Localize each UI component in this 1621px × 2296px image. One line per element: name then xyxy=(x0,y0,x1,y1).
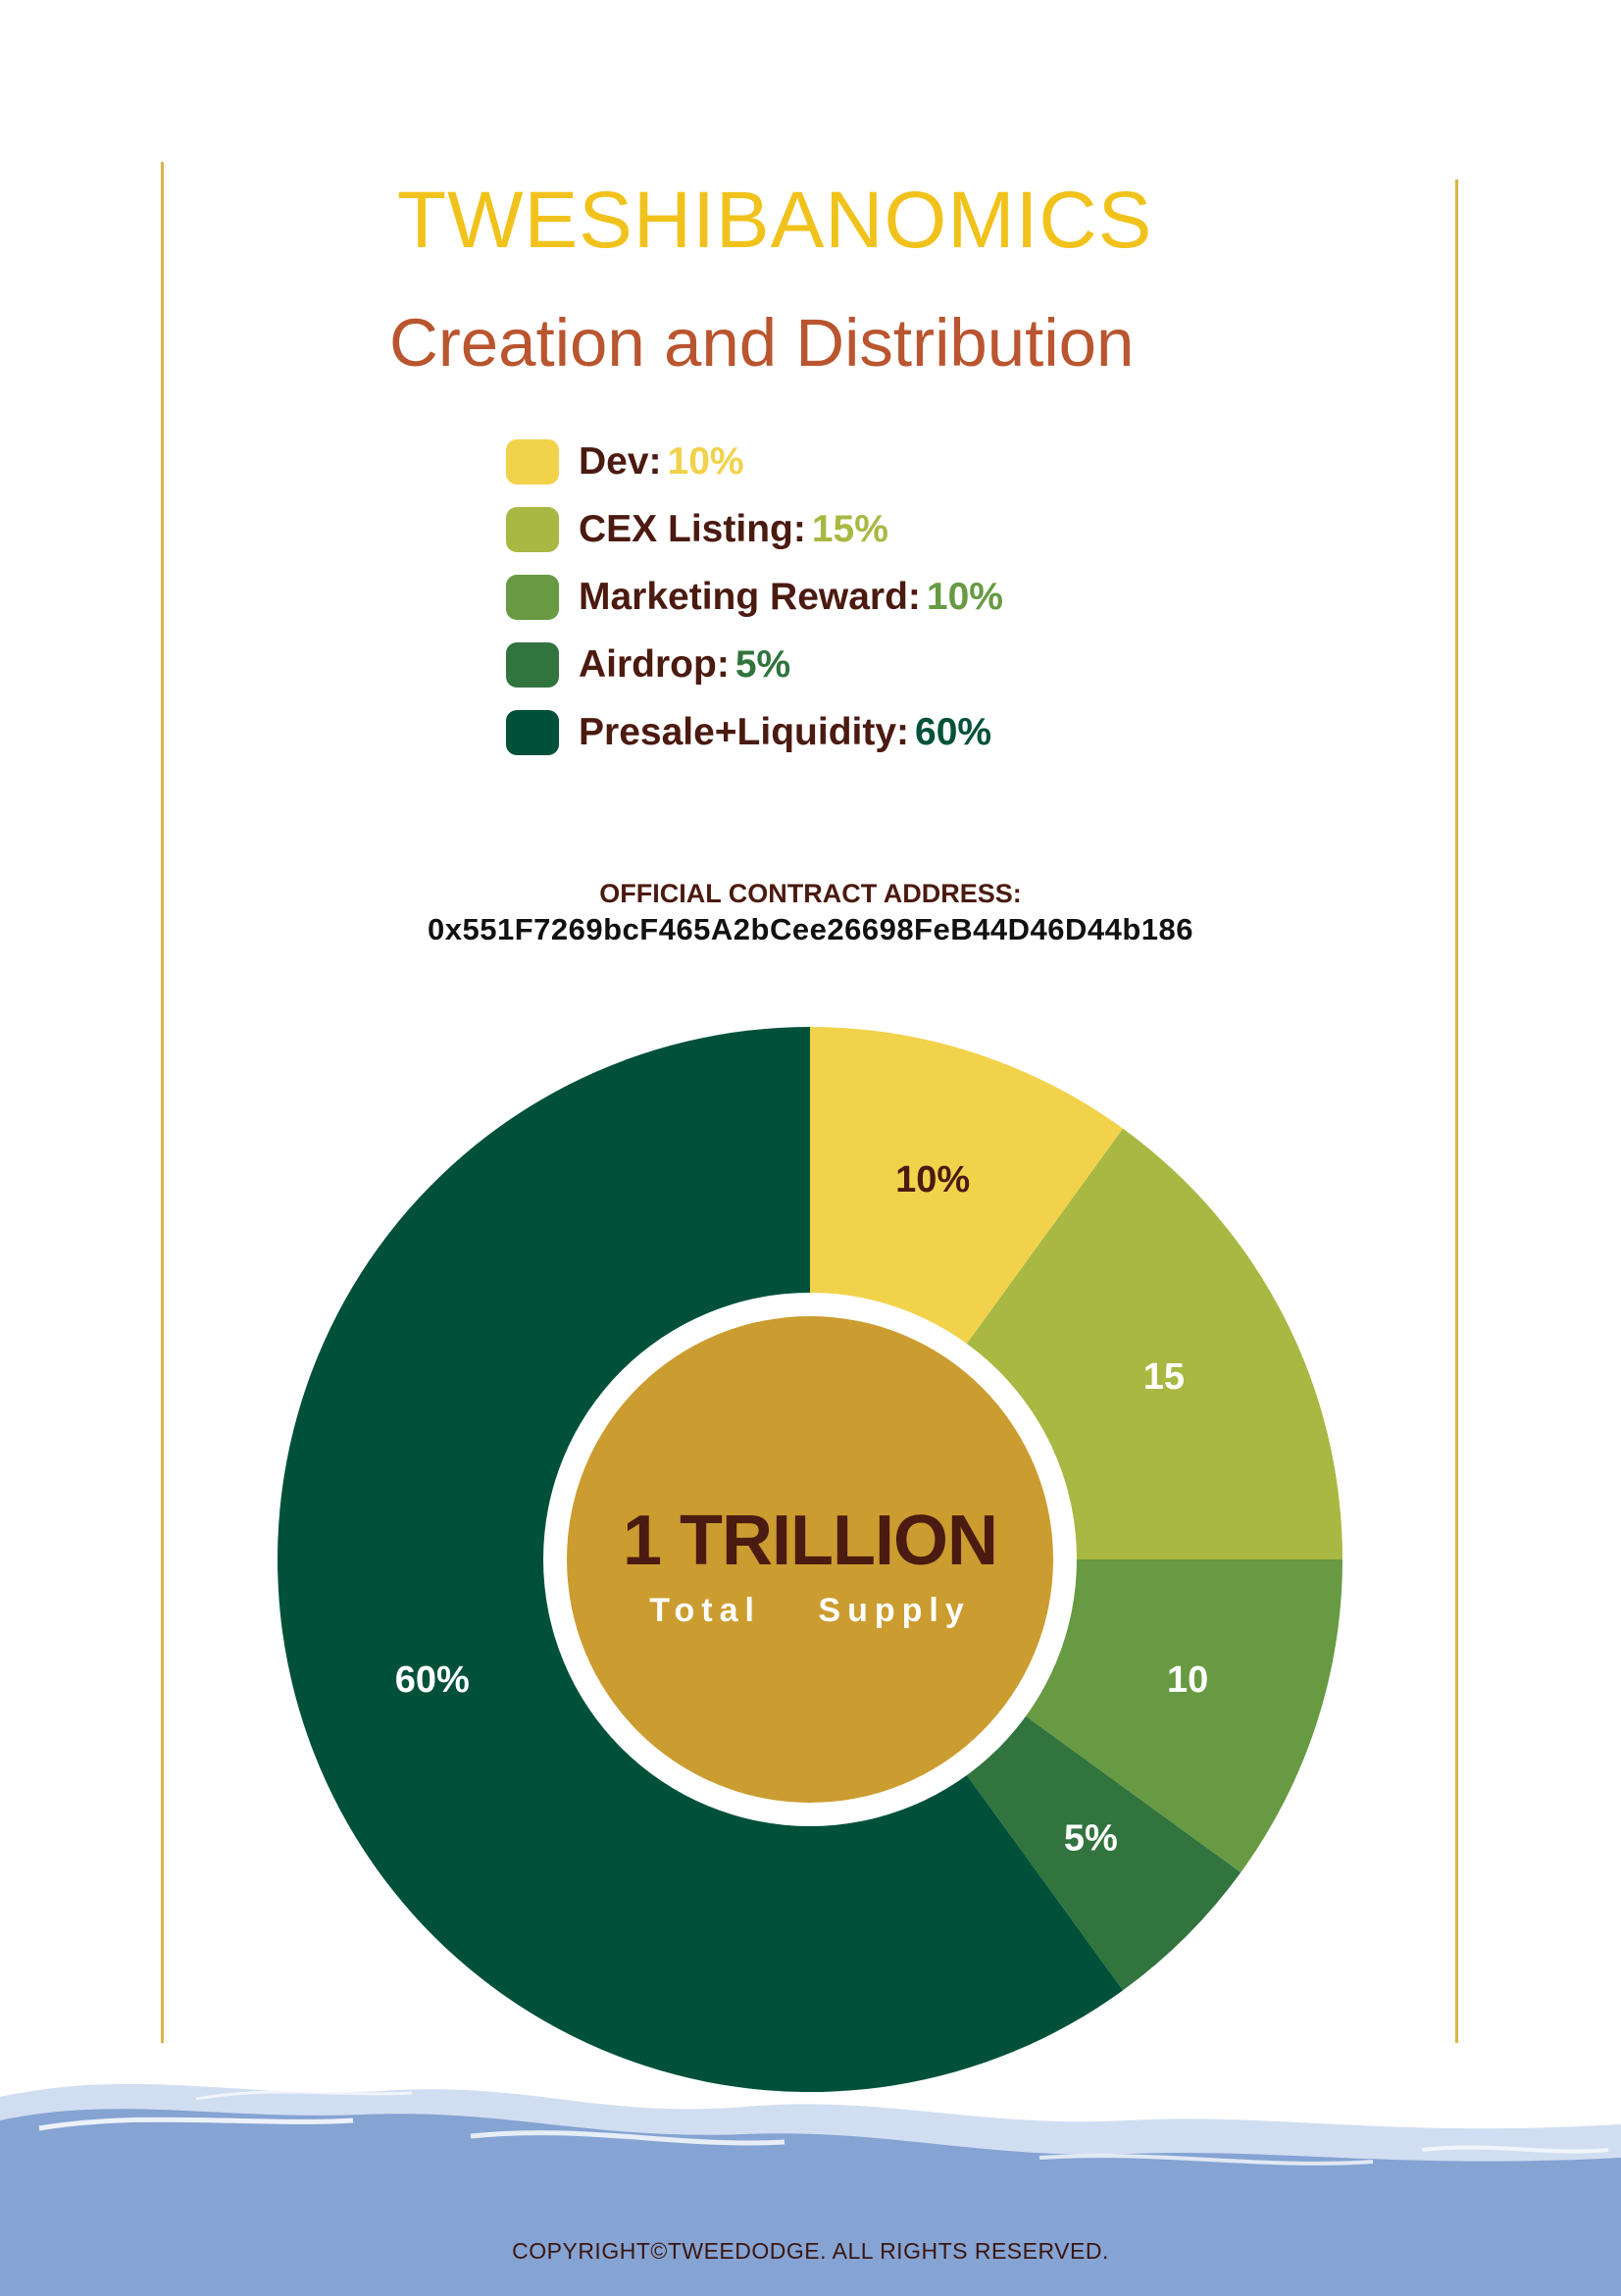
legend-swatch-marketing-reward xyxy=(506,574,559,620)
total-supply-badge xyxy=(567,1316,1053,1803)
contract-address-value[interactable]: 0x551F7269bcF465A2bCee26698FeB44D46D44b1… xyxy=(427,912,1193,946)
legend-swatch-dev xyxy=(506,438,559,485)
legend-item-cex-listing: CEX Listing: 15% xyxy=(506,495,1003,563)
total-supply-caption: Total Supply xyxy=(649,1592,971,1629)
legend-value-marketing-reward: 10% xyxy=(926,575,1003,618)
chart-legend: Dev: 10% CEX Listing: 15% Marketing Rewa… xyxy=(506,428,1003,766)
legend-value-cex-listing: 15% xyxy=(811,507,888,550)
right-border-line xyxy=(1455,179,1458,2043)
wave-streak-3 xyxy=(1038,2154,1374,2166)
legend-value-presale-liquidity: 60% xyxy=(915,710,992,753)
legend-label-dev: Dev: xyxy=(579,439,662,483)
page-title: TWESHIBANOMICS xyxy=(397,176,1153,265)
wave-front xyxy=(0,2109,1621,2296)
wave-streak-4 xyxy=(1421,2145,1609,2154)
data-label-marketing-reward: 10 xyxy=(1167,1659,1208,1701)
wave-streak-5 xyxy=(195,2090,413,2101)
legend-swatch-cex-listing xyxy=(506,506,559,552)
legend-item-airdrop: Airdrop: 5% xyxy=(506,631,1003,698)
legend-label-cex-listing: CEX Listing: xyxy=(579,507,806,550)
wave-streak-1 xyxy=(38,2117,354,2131)
water-waves-decoration xyxy=(0,2083,1621,2296)
legend-item-presale-liquidity: Presale+Liquidity: 60% xyxy=(506,698,1003,766)
data-label-airdrop: 5% xyxy=(1064,1817,1118,1859)
contract-address-label: OFFICIAL CONTRACT ADDRESS: xyxy=(599,879,1022,908)
legend-item-marketing-reward: Marketing Reward: 10% xyxy=(506,563,1003,631)
copyright-notice: COPYRIGHT©TWEEDODGE. ALL RIGHTS RESERVED… xyxy=(512,2238,1109,2264)
legend-swatch-airdrop xyxy=(506,641,559,688)
data-label-dev: 10% xyxy=(895,1159,970,1200)
legend-value-dev: 10% xyxy=(667,439,744,483)
legend-item-dev: Dev: 10% xyxy=(506,428,1003,495)
total-supply-amount: 1 TRILLION xyxy=(623,1502,998,1580)
data-label-cex-listing: 15 xyxy=(1143,1356,1185,1398)
left-border-line xyxy=(161,162,164,2043)
page-subtitle: Creation and Distribution xyxy=(389,305,1135,381)
legend-label-airdrop: Airdrop: xyxy=(579,642,730,686)
legend-label-presale-liquidity: Presale+Liquidity: xyxy=(579,710,910,753)
wave-streak-2 xyxy=(470,2130,785,2146)
legend-swatch-presale-liquidity xyxy=(506,709,559,755)
legend-label-marketing-reward: Marketing Reward: xyxy=(579,575,921,618)
legend-value-airdrop: 5% xyxy=(735,642,791,686)
data-label-presale-liquidity: 60% xyxy=(395,1659,470,1701)
